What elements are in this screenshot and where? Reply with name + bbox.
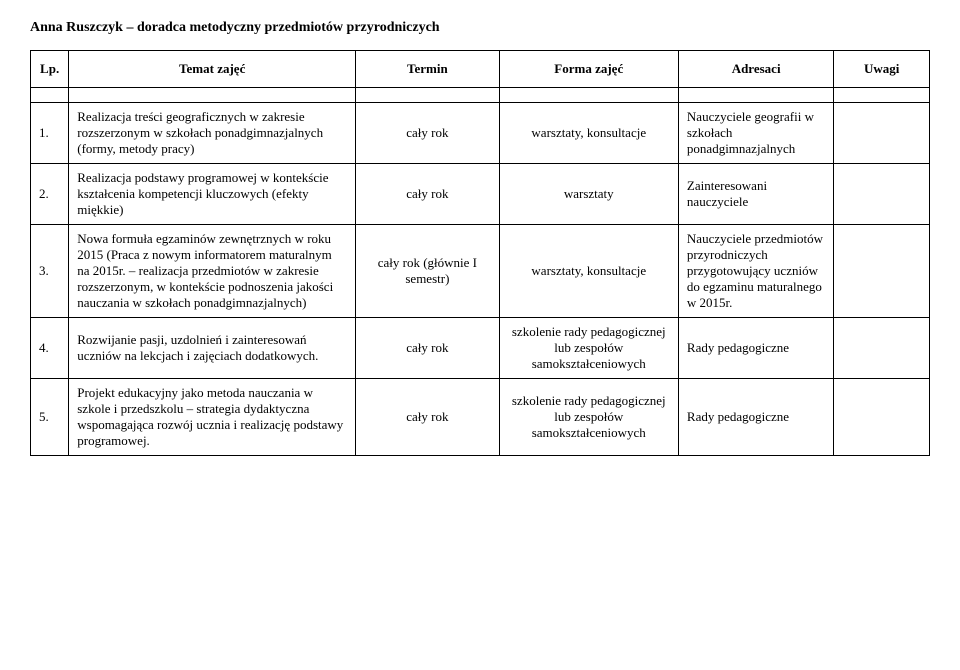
cell-adresaci: Zainteresowani nauczyciele (678, 164, 833, 225)
cell-adresaci: Rady pedagogiczne (678, 318, 833, 379)
cell-uwagi (834, 164, 930, 225)
cell-termin: cały rok (głównie I semestr) (356, 225, 499, 318)
cell-temat: Nowa formuła egzaminów zewnętrznych w ro… (69, 225, 356, 318)
col-header-adresaci: Adresaci (678, 51, 833, 88)
cell-forma: warsztaty, konsultacje (499, 103, 678, 164)
col-header-temat: Temat zajęć (69, 51, 356, 88)
cell-temat: Rozwijanie pasji, uzdolnień i zaintereso… (69, 318, 356, 379)
cell-lp: 2. (31, 164, 69, 225)
cell-lp: 5. (31, 379, 69, 456)
col-header-lp: Lp. (31, 51, 69, 88)
cell-uwagi (834, 103, 930, 164)
col-header-uwagi: Uwagi (834, 51, 930, 88)
cell-forma: warsztaty (499, 164, 678, 225)
cell-termin: cały rok (356, 379, 499, 456)
cell-lp: 3. (31, 225, 69, 318)
cell-temat: Realizacja podstawy programowej w kontek… (69, 164, 356, 225)
cell-lp: 1. (31, 103, 69, 164)
cell-adresaci: Nauczyciele geografii w szkołach ponadgi… (678, 103, 833, 164)
col-header-termin: Termin (356, 51, 499, 88)
cell-adresaci: Rady pedagogiczne (678, 379, 833, 456)
col-header-forma: Forma zajęć (499, 51, 678, 88)
table-row: 1. Realizacja treści geograficznych w za… (31, 103, 930, 164)
table-row: 2. Realizacja podstawy programowej w kon… (31, 164, 930, 225)
cell-uwagi (834, 318, 930, 379)
spacer-row (31, 88, 930, 103)
cell-termin: cały rok (356, 103, 499, 164)
cell-termin: cały rok (356, 318, 499, 379)
table-row: 3. Nowa formuła egzaminów zewnętrznych w… (31, 225, 930, 318)
cell-temat: Projekt edukacyjny jako metoda nauczania… (69, 379, 356, 456)
cell-termin: cały rok (356, 164, 499, 225)
table-row: 5. Projekt edukacyjny jako metoda naucza… (31, 379, 930, 456)
schedule-table: Lp. Temat zajęć Termin Forma zajęć Adres… (30, 50, 930, 456)
document-title: Anna Ruszczyk – doradca metodyczny przed… (30, 20, 930, 36)
table-header-row: Lp. Temat zajęć Termin Forma zajęć Adres… (31, 51, 930, 88)
cell-adresaci: Nauczyciele przedmiotów przyrodniczych p… (678, 225, 833, 318)
cell-forma: warsztaty, konsultacje (499, 225, 678, 318)
cell-uwagi (834, 379, 930, 456)
cell-temat: Realizacja treści geograficznych w zakre… (69, 103, 356, 164)
cell-forma: szkolenie rady pedagogicznej lub zespołó… (499, 379, 678, 456)
cell-lp: 4. (31, 318, 69, 379)
table-row: 4. Rozwijanie pasji, uzdolnień i zainter… (31, 318, 930, 379)
cell-uwagi (834, 225, 930, 318)
cell-forma: szkolenie rady pedagogicznej lub zespołó… (499, 318, 678, 379)
